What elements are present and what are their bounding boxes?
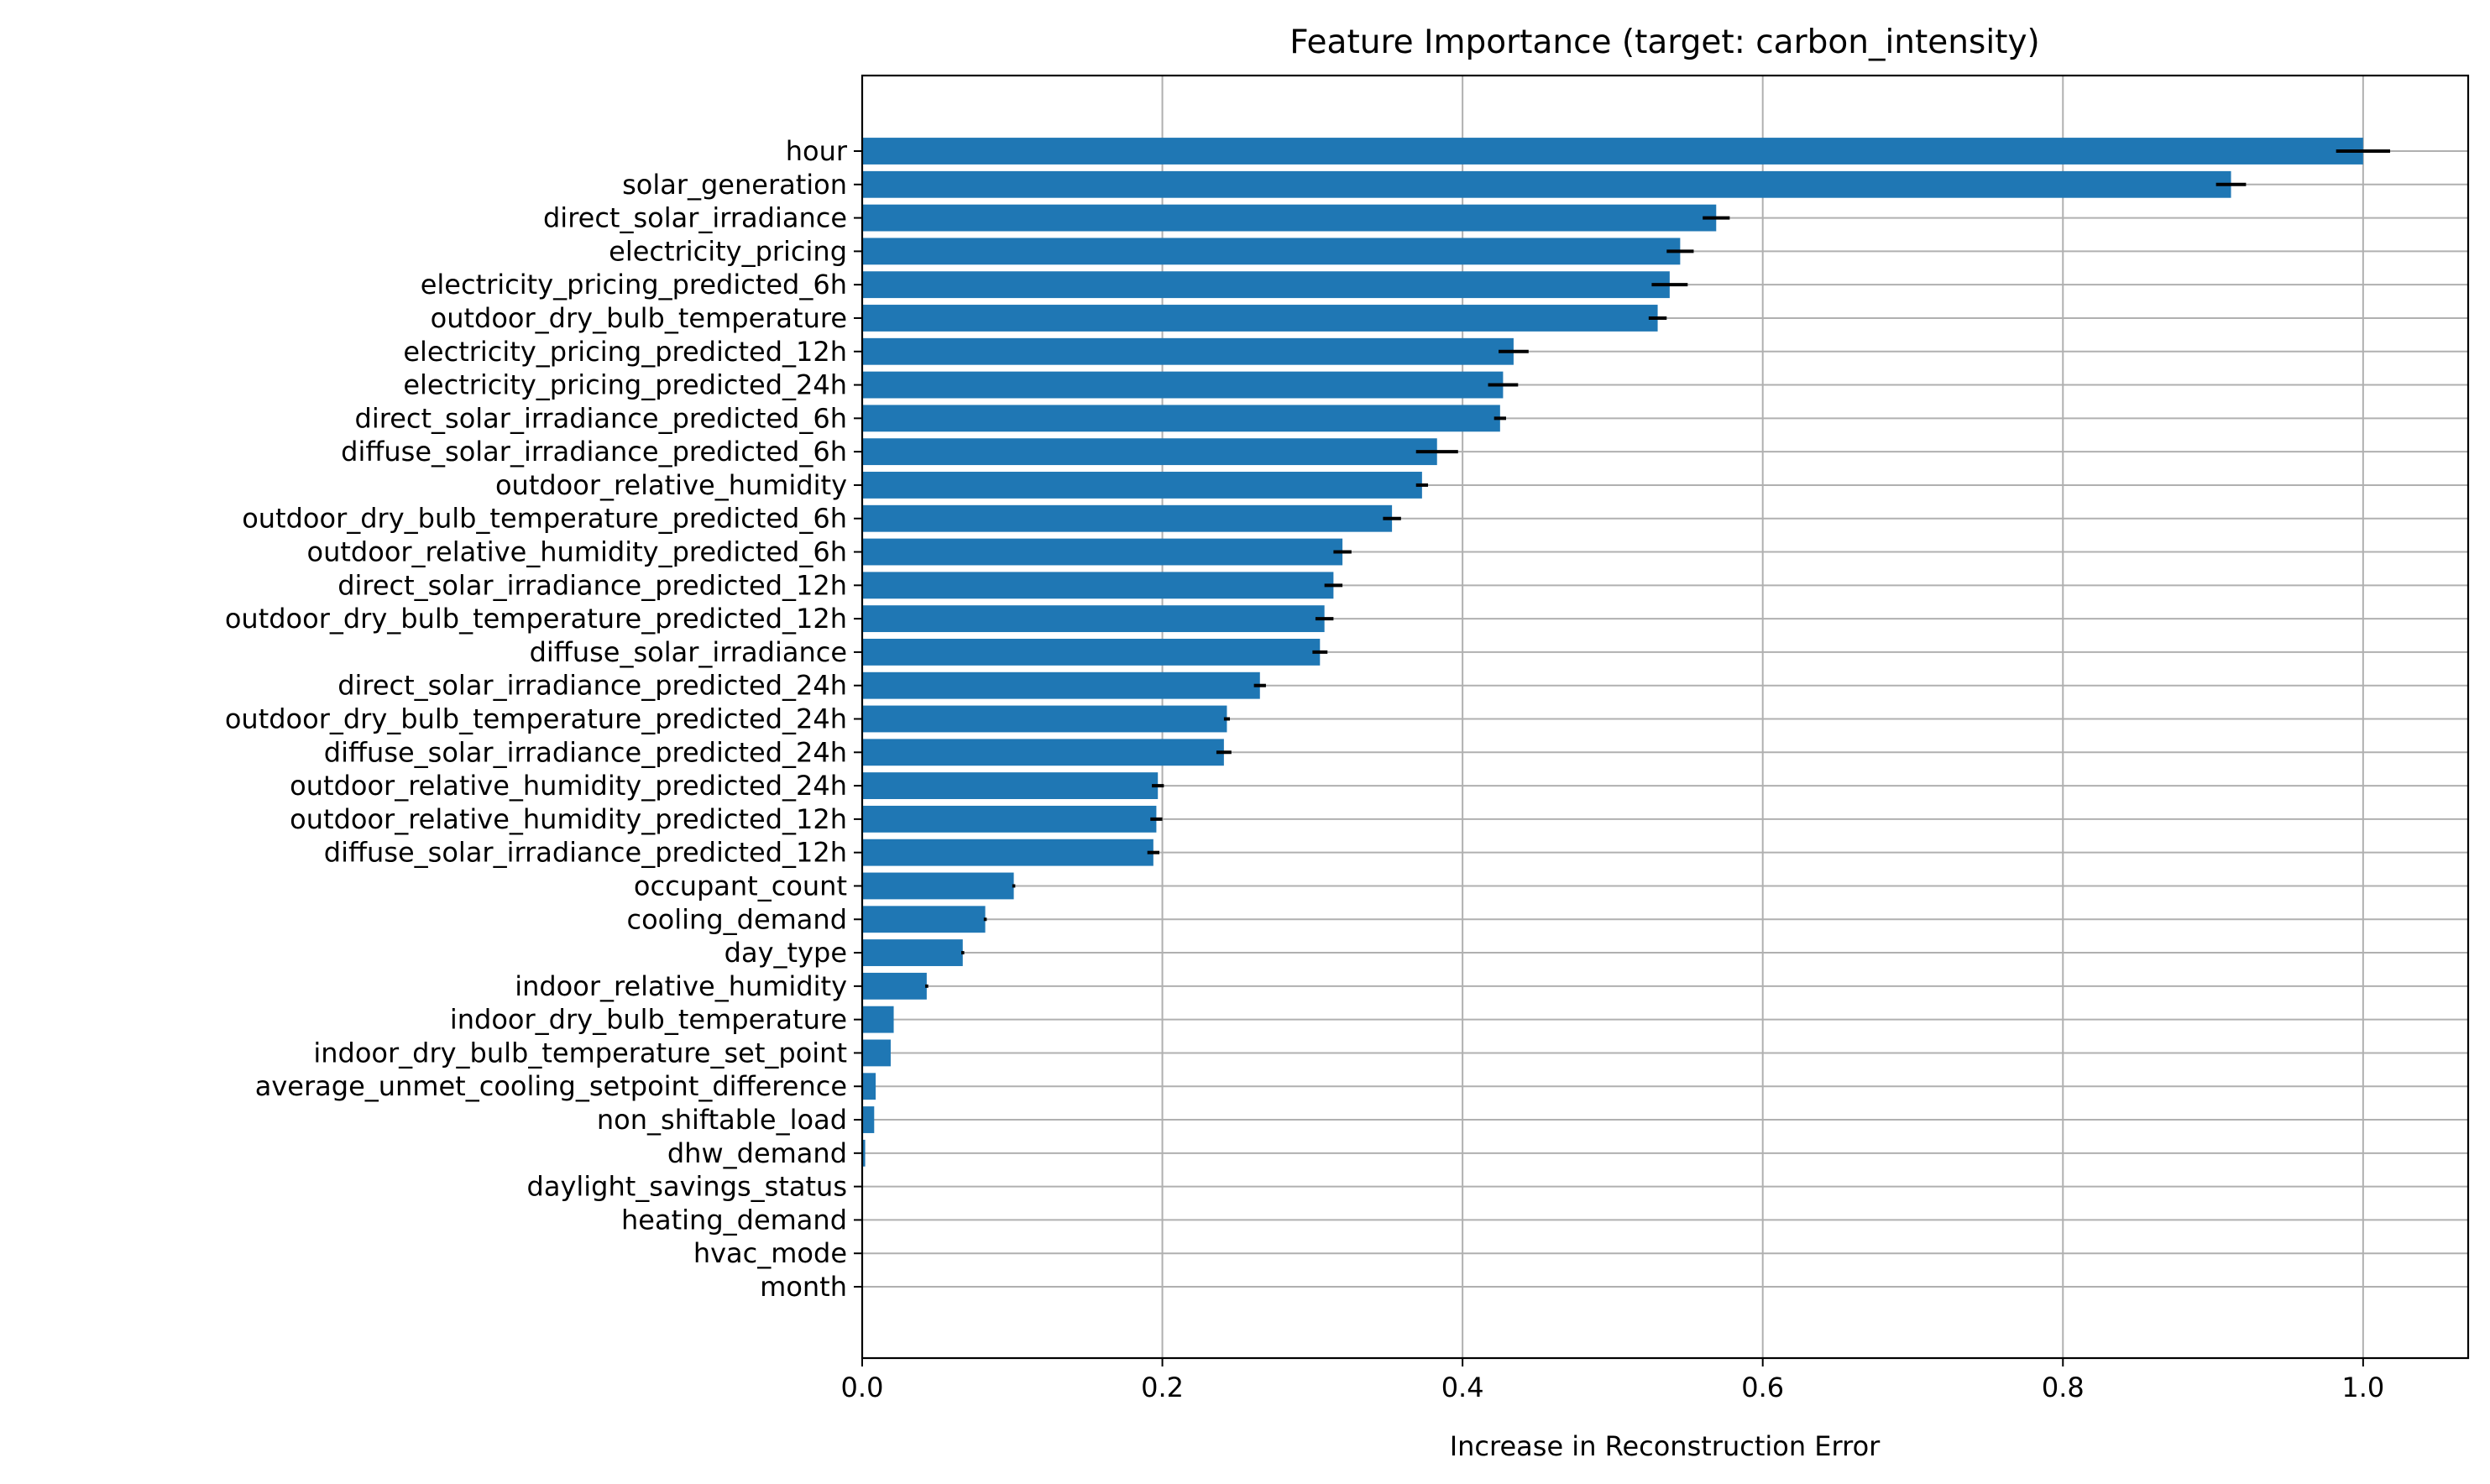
bar: [862, 204, 1717, 232]
y-tick-label: hvac_mode: [693, 1237, 847, 1269]
bar: [862, 305, 1658, 332]
y-tick-label: cooling_demand: [627, 903, 848, 935]
bar: [862, 705, 1227, 733]
y-tick-label: outdoor_relative_humidity_predicted_12h: [290, 803, 847, 835]
x-tick-label: 1.0: [2341, 1372, 2384, 1403]
y-tick-label: average_unmet_cooling_setpoint_differenc…: [255, 1070, 847, 1102]
y-tick-label: electricity_pricing_predicted_24h: [403, 369, 847, 401]
y-tick-label: outdoor_dry_bulb_temperature_predicted_1…: [225, 603, 847, 635]
y-tick-label: non_shiftable_load: [597, 1104, 847, 1136]
bar: [862, 605, 1325, 633]
bar: [862, 1006, 894, 1033]
y-tick-label: direct_solar_irradiance: [543, 202, 847, 234]
y-tick-label: occupant_count: [634, 870, 847, 901]
x-axis-label: Increase in Reconstruction Error: [1450, 1430, 1881, 1462]
y-tick-label: indoor_dry_bulb_temperature_set_point: [313, 1037, 847, 1069]
bar: [862, 872, 1014, 900]
bar: [862, 405, 1500, 432]
bar: [862, 839, 1153, 866]
y-tick-label: outdoor_dry_bulb_temperature: [431, 302, 847, 334]
bar: [862, 939, 963, 966]
bar: [862, 371, 1504, 399]
bar: [862, 972, 927, 1000]
y-tick-label: direct_solar_irradiance_predicted_24h: [337, 670, 847, 702]
y-tick-label: outdoor_dry_bulb_temperature_predicted_2…: [225, 703, 847, 735]
bar: [862, 271, 1670, 299]
bar: [862, 1106, 875, 1133]
bar: [862, 438, 1437, 466]
bar: [862, 1139, 866, 1167]
x-tick-label: 0.0: [841, 1372, 884, 1403]
y-tick-label: month: [760, 1271, 847, 1303]
y-tick-label: electricity_pricing_predicted_12h: [403, 336, 847, 368]
bar: [862, 538, 1343, 566]
bar: [862, 638, 1321, 666]
bar: [862, 572, 1334, 599]
bar: [862, 906, 986, 933]
plot-frame: [861, 74, 2470, 1360]
y-tick-label: diffuse_solar_irradiance: [530, 636, 847, 668]
y-tick-label: outdoor_relative_humidity_predicted_6h: [307, 536, 847, 568]
bar: [862, 337, 1514, 365]
x-tick-label: 0.6: [1741, 1372, 1784, 1403]
bar-layer: [862, 138, 2363, 1167]
bar: [862, 1073, 876, 1100]
bar: [862, 238, 1681, 265]
bar: [862, 170, 2231, 198]
y-tick-label: direct_solar_irradiance_predicted_6h: [355, 402, 847, 434]
y-tick-label: day_type: [725, 937, 847, 969]
bar: [862, 138, 2363, 165]
bar: [862, 805, 1157, 833]
y-tick-label: diffuse_solar_irradiance_predicted_24h: [324, 736, 847, 768]
bar: [862, 671, 1260, 699]
y-tick-label: hour: [786, 135, 848, 167]
y-tick-label: diffuse_solar_irradiance_predicted_6h: [341, 436, 847, 468]
error-layer: [925, 149, 2391, 988]
y-tick-label: indoor_dry_bulb_temperature: [450, 1004, 847, 1036]
y-tick-label: direct_solar_irradiance_predicted_12h: [337, 569, 847, 601]
x-tick-label: 0.2: [1141, 1372, 1184, 1403]
y-tick-label: diffuse_solar_irradiance_predicted_12h: [324, 837, 847, 869]
y-axis-ticks: hoursolar_generationdirect_solar_irradia…: [225, 135, 862, 1303]
y-tick-label: electricity_pricing: [609, 235, 847, 267]
x-axis-ticks: 0.0 0.2 0.4 0.6 0.8 1.0: [841, 1358, 2384, 1403]
y-tick-label: outdoor_relative_humidity_predicted_24h: [290, 770, 847, 802]
y-tick-label: outdoor_relative_humidity: [495, 469, 847, 501]
y-tick-label: outdoor_dry_bulb_temperature_predicted_6…: [242, 503, 847, 535]
x-tick-label: 0.4: [1441, 1372, 1484, 1403]
y-tick-label: electricity_pricing_predicted_6h: [421, 269, 847, 300]
bar: [862, 739, 1224, 766]
y-tick-label: heating_demand: [621, 1204, 847, 1236]
y-tick-label: indoor_relative_humidity: [515, 970, 847, 1002]
x-tick-label: 0.8: [2042, 1372, 2085, 1403]
bar: [862, 472, 1422, 499]
bar: [862, 504, 1393, 532]
bar: [862, 772, 1159, 800]
y-tick-label: dhw_demand: [667, 1137, 847, 1169]
y-tick-label: daylight_savings_status: [527, 1171, 847, 1203]
bar: [862, 1039, 891, 1067]
chart-title: Feature Importance (target: carbon_inten…: [1289, 24, 2040, 61]
y-tick-label: solar_generation: [622, 169, 847, 201]
